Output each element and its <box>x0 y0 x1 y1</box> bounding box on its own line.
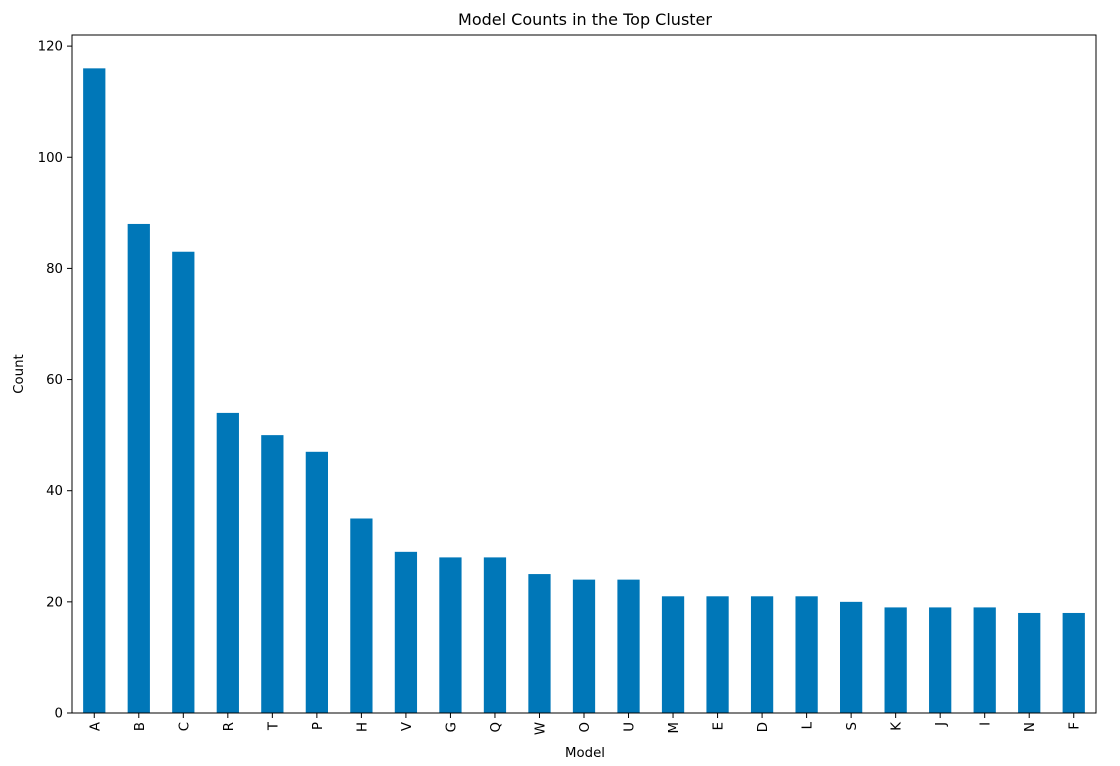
plot-area-frame <box>71 34 1097 714</box>
bar-P <box>305 451 328 713</box>
bar-O <box>572 579 596 713</box>
x-tick-label-L: L <box>801 721 816 729</box>
bars-group <box>83 68 1085 714</box>
x-tick-label-K: K <box>890 722 905 731</box>
x-tick-label-C: C <box>177 722 192 731</box>
y-tick-label-40: 40 <box>46 484 63 499</box>
bar-F <box>1062 612 1085 713</box>
x-tick-label-M: M <box>667 722 682 733</box>
bar-B <box>127 223 150 714</box>
bar-A <box>83 68 106 714</box>
x-tick-label-G: G <box>444 722 459 732</box>
bar-M <box>661 596 685 713</box>
bar-C <box>172 251 195 713</box>
bar-J <box>929 607 952 713</box>
chart-title: Model Counts in the Top Cluster <box>458 10 712 29</box>
y-axis: 0 20 40 60 80 100 120 <box>38 40 72 722</box>
x-tick-label-N: N <box>1023 722 1038 732</box>
y-tick-label-100: 100 <box>38 151 63 166</box>
x-tick-label-A: A <box>88 722 103 731</box>
x-tick-label-W: W <box>533 722 548 735</box>
x-tick-label-D: D <box>756 722 771 732</box>
x-axis-label: Model <box>565 746 605 761</box>
y-tick-label-80: 80 <box>46 262 63 277</box>
bar-E <box>706 596 729 713</box>
y-tick-label-20: 20 <box>46 595 63 610</box>
x-tick-label-R: R <box>222 722 237 731</box>
bar-N <box>1018 612 1041 713</box>
bar-V <box>394 551 418 713</box>
bar-I <box>973 607 996 713</box>
y-tick-label-0: 0 <box>55 707 63 722</box>
y-tick-label-120: 120 <box>38 40 63 55</box>
x-tick-label-P: P <box>311 722 326 730</box>
y-axis-label: Count <box>12 354 27 394</box>
bar-K <box>884 607 907 713</box>
x-tick-label-O: O <box>578 722 593 732</box>
bar-W <box>528 574 551 713</box>
bar-H <box>350 518 373 713</box>
bar-S <box>840 601 863 713</box>
bar-R <box>216 412 239 713</box>
x-tick-label-T: T <box>266 721 281 731</box>
x-tick-label-E: E <box>712 722 727 730</box>
x-tick-label-S: S <box>845 722 860 730</box>
y-tick-label-60: 60 <box>46 373 63 388</box>
x-tick-label-F: F <box>1068 722 1083 730</box>
x-tick-label-J: J <box>934 722 949 727</box>
x-tick-label-B: B <box>133 722 148 731</box>
bar-G <box>439 557 462 713</box>
bar-Q <box>483 557 507 713</box>
bar-L <box>795 596 818 713</box>
x-tick-label-H: H <box>355 722 370 732</box>
x-tick-label-Q: Q <box>489 722 504 732</box>
x-tick-label-U: U <box>623 722 638 732</box>
x-tick-label-V: V <box>400 722 415 731</box>
x-tick-label-I: I <box>979 722 994 726</box>
bar-T <box>261 435 284 713</box>
bar-D <box>750 596 774 713</box>
bar-U <box>617 579 640 713</box>
